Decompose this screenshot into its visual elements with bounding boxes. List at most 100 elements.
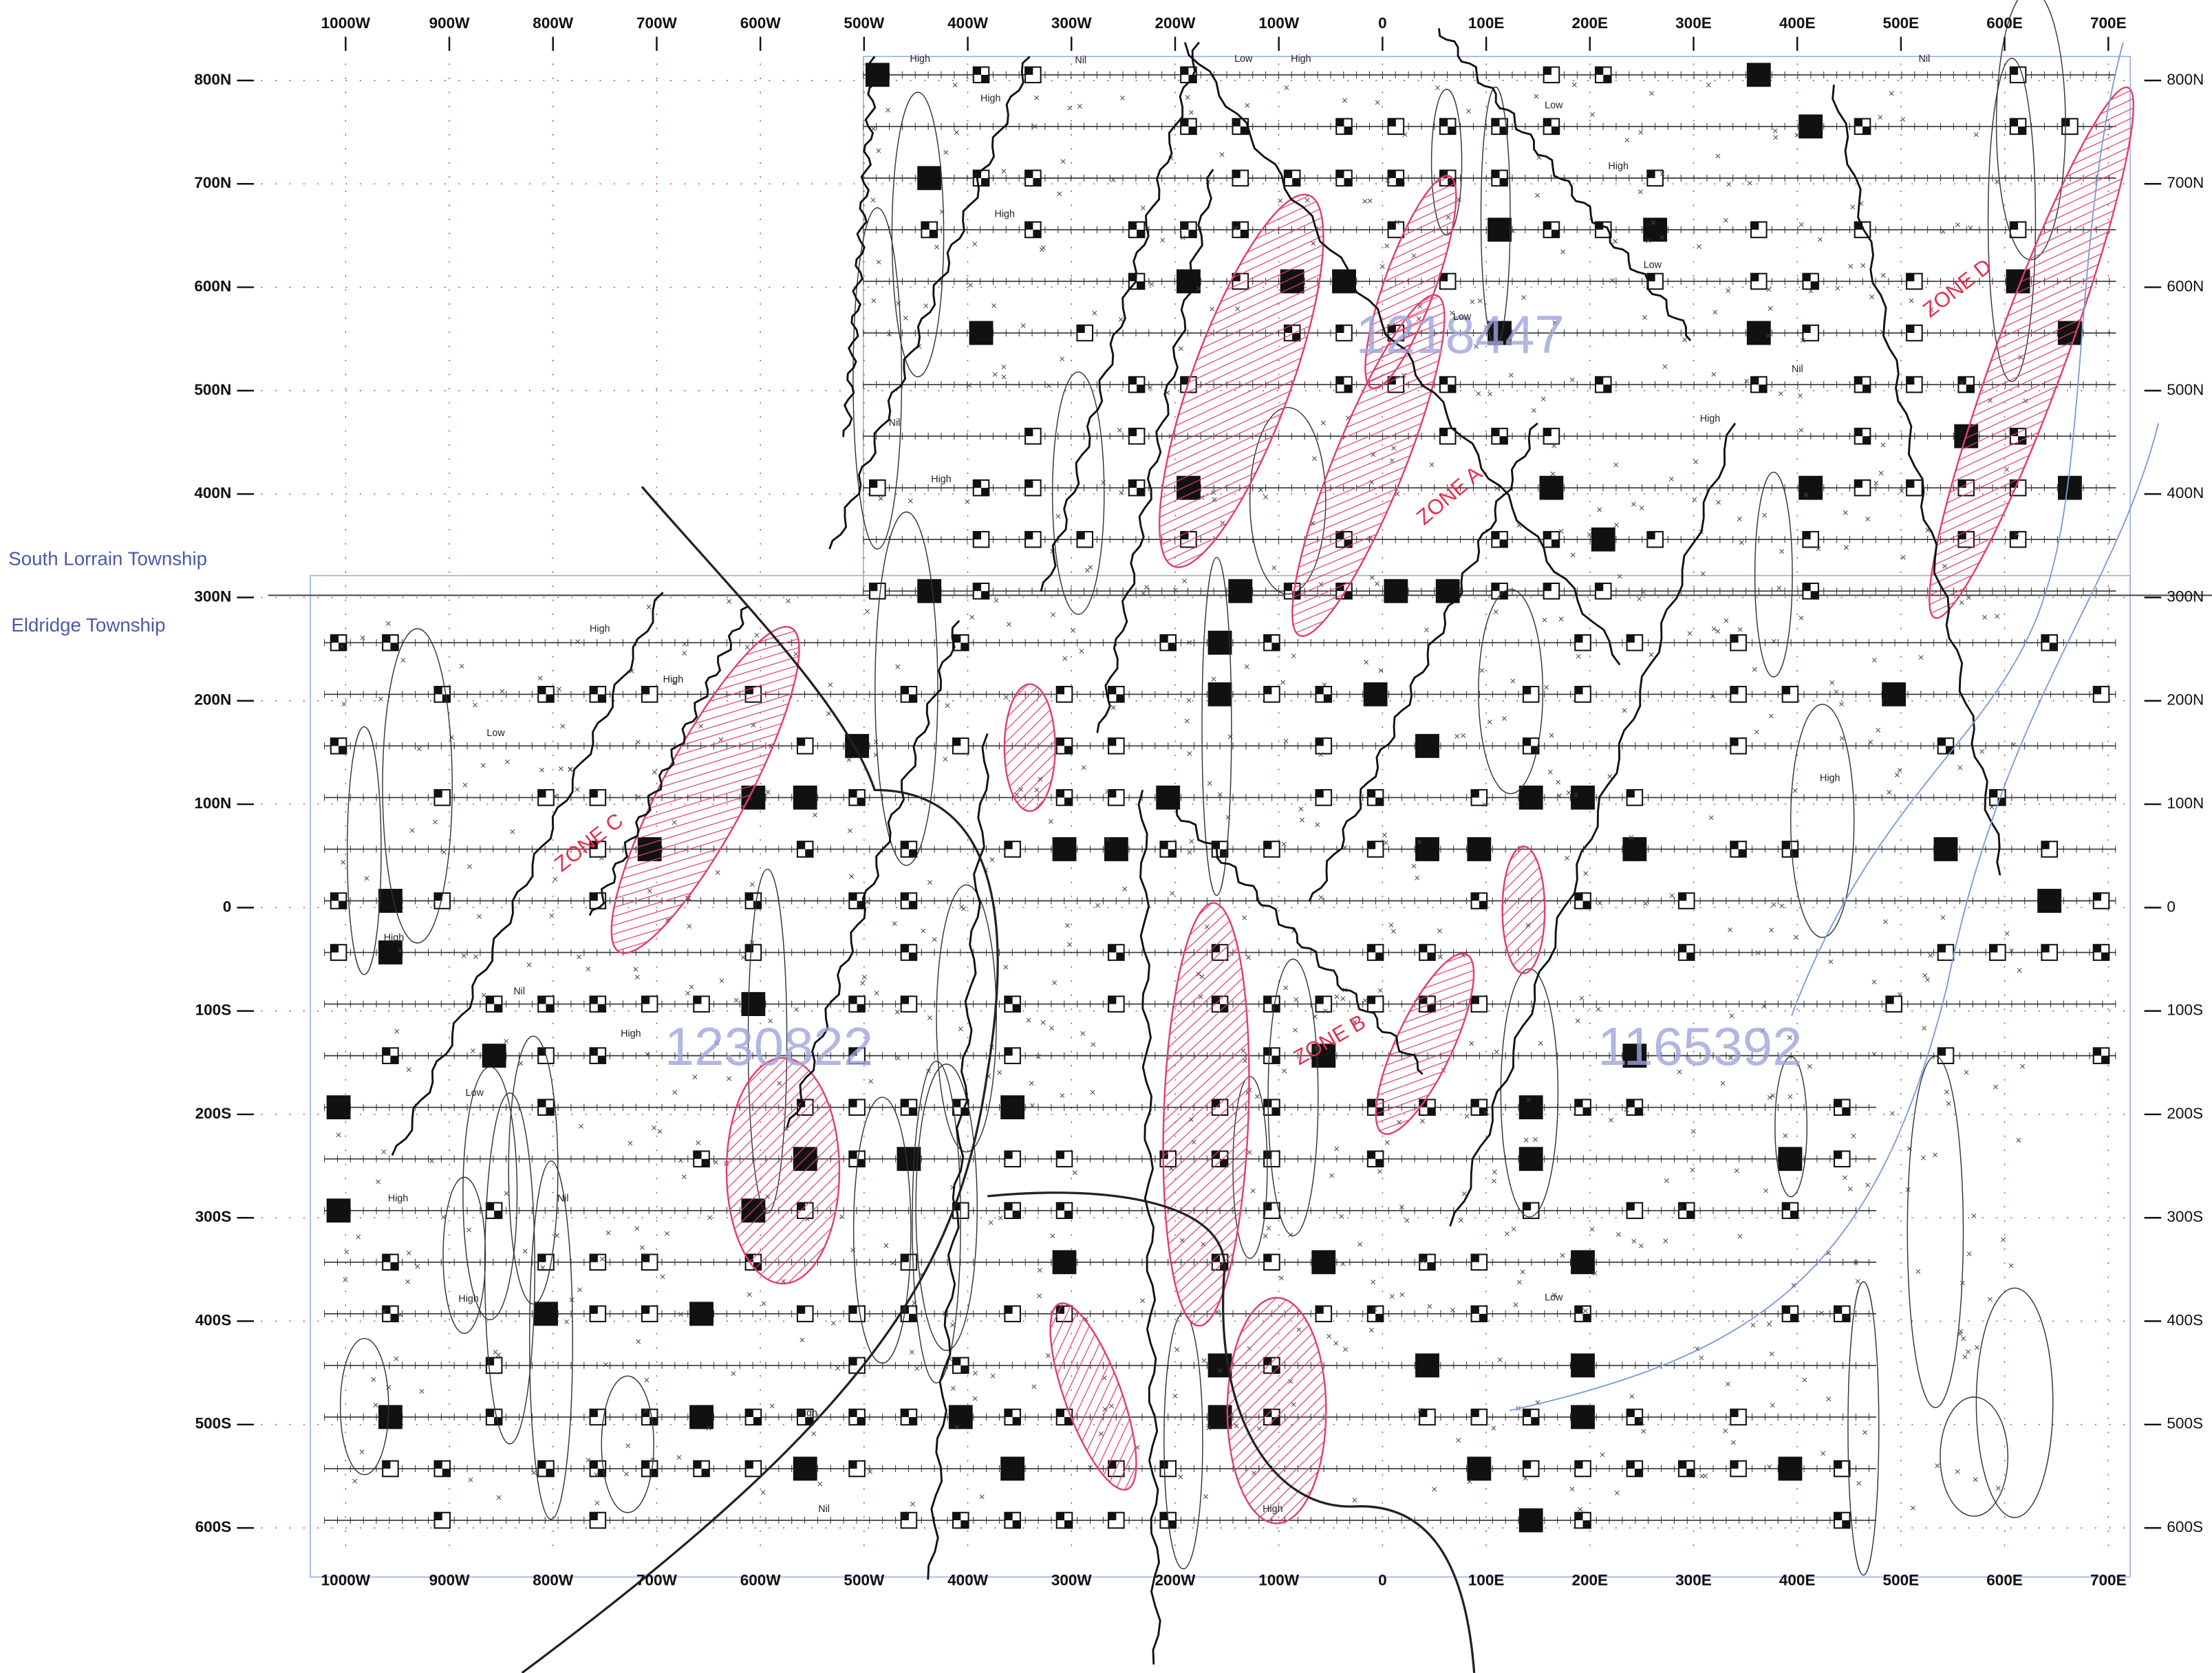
station-quadrant bbox=[1064, 1520, 1072, 1528]
cross-symbol bbox=[1093, 311, 1097, 315]
station-quadrant bbox=[1500, 539, 1507, 547]
station-quadrant bbox=[1233, 222, 1241, 230]
cross-symbol bbox=[1284, 986, 1288, 990]
station-quadrant bbox=[649, 1417, 657, 1425]
cross-symbol bbox=[1173, 588, 1177, 592]
station-marker bbox=[1053, 838, 1076, 861]
station-quadrant bbox=[1842, 1520, 1849, 1528]
station-quadrant bbox=[909, 1314, 916, 1321]
cross-symbol bbox=[1799, 222, 1803, 226]
station-quadrant bbox=[981, 178, 989, 186]
cross-symbol bbox=[1829, 960, 1833, 964]
cross-symbol bbox=[1614, 523, 1618, 527]
station-quadrant bbox=[753, 900, 761, 908]
station-quadrant bbox=[2101, 953, 2109, 960]
cross-symbol bbox=[1385, 244, 1389, 248]
cross-symbol bbox=[1818, 237, 1822, 241]
station-quadrant bbox=[642, 687, 649, 694]
station-quadrant bbox=[960, 1366, 968, 1373]
station-quadrant bbox=[1647, 171, 1655, 178]
station-quadrant bbox=[486, 1202, 494, 1210]
cross-symbol bbox=[892, 922, 896, 926]
station-marker bbox=[1468, 838, 1490, 861]
station-quadrant bbox=[1077, 325, 1084, 333]
station-quadrant bbox=[339, 746, 346, 753]
station-quadrant bbox=[2041, 635, 2049, 643]
cross-symbol bbox=[1996, 1486, 2000, 1490]
cross-symbol bbox=[1334, 1341, 1338, 1346]
station-quadrant bbox=[1344, 385, 1352, 392]
cross-symbol bbox=[1060, 357, 1064, 361]
station-quadrant bbox=[909, 953, 916, 960]
station-quadrant bbox=[1057, 1513, 1064, 1520]
cross-symbol bbox=[1141, 206, 1145, 210]
station-quadrant bbox=[1544, 532, 1551, 539]
station-quadrant bbox=[1188, 230, 1196, 237]
cross-symbol bbox=[407, 1251, 411, 1255]
cross-symbol bbox=[365, 876, 369, 881]
station-quadrant bbox=[1479, 900, 1487, 908]
cross-symbol bbox=[1738, 627, 1742, 632]
cross-symbol bbox=[1973, 1478, 1977, 1482]
station-marker bbox=[1592, 528, 1615, 551]
cross-symbol bbox=[1465, 1114, 1469, 1119]
cross-symbol bbox=[1494, 609, 1498, 614]
station-marker bbox=[327, 1096, 350, 1119]
station-quadrant bbox=[1834, 1461, 1842, 1469]
station-quadrant bbox=[1375, 797, 1383, 805]
station-quadrant bbox=[1583, 1520, 1591, 1528]
cross-symbol bbox=[1073, 1171, 1077, 1175]
cross-symbol bbox=[1901, 555, 1905, 559]
station-quadrant bbox=[1344, 127, 1352, 134]
cross-symbol bbox=[523, 1249, 527, 1253]
cross-symbol bbox=[689, 984, 694, 989]
cross-symbol bbox=[741, 956, 745, 960]
cross-symbol bbox=[1598, 508, 1602, 512]
cross-symbol bbox=[879, 497, 883, 501]
station-marker bbox=[1209, 632, 1232, 654]
station-quadrant bbox=[1233, 171, 1241, 178]
station-marker bbox=[1571, 1354, 1594, 1377]
cross-symbol bbox=[890, 1261, 894, 1265]
station-quadrant bbox=[1803, 532, 1810, 539]
station-quadrant bbox=[901, 841, 909, 849]
cross-symbol bbox=[1769, 928, 1773, 932]
station-marker bbox=[379, 889, 402, 912]
cross-symbol bbox=[1340, 1214, 1344, 1218]
station-quadrant bbox=[1057, 790, 1064, 797]
cross-symbol bbox=[932, 938, 936, 942]
station-quadrant bbox=[909, 1417, 916, 1425]
station-quadrant bbox=[857, 797, 865, 805]
cross-symbol bbox=[540, 768, 544, 772]
station-quadrant bbox=[590, 1410, 598, 1417]
cross-symbol bbox=[991, 1374, 995, 1378]
cross-symbol bbox=[927, 1015, 932, 1019]
station-quadrant bbox=[1751, 222, 1759, 230]
cross-symbol bbox=[910, 1350, 914, 1354]
station-marker bbox=[1748, 63, 1770, 86]
station-quadrant bbox=[1264, 1255, 1271, 1262]
cross-symbol bbox=[1389, 923, 1393, 927]
station-marker bbox=[1520, 1096, 1543, 1119]
station-quadrant bbox=[849, 1306, 857, 1314]
cross-symbol bbox=[1887, 790, 1891, 795]
cross-symbol bbox=[345, 1250, 349, 1254]
station-quadrant bbox=[1181, 67, 1188, 75]
cross-symbol bbox=[1267, 1226, 1271, 1230]
cross-symbol bbox=[818, 1482, 822, 1486]
station-quadrant bbox=[1679, 1461, 1686, 1469]
station-quadrant bbox=[1057, 687, 1064, 694]
cross-symbol bbox=[973, 1371, 977, 1375]
station-quadrant bbox=[1264, 1048, 1271, 1055]
cross-symbol bbox=[1958, 766, 1962, 770]
cross-symbol bbox=[1424, 627, 1428, 632]
cross-symbol bbox=[1212, 677, 1216, 681]
cross-symbol bbox=[1437, 929, 1441, 933]
station-quadrant bbox=[870, 583, 877, 591]
cross-symbol bbox=[1567, 790, 1571, 795]
cross-symbol bbox=[636, 740, 640, 744]
cross-symbol bbox=[1576, 1019, 1580, 1023]
cross-symbol bbox=[504, 1191, 508, 1196]
station-quadrant bbox=[849, 1151, 857, 1158]
cross-symbol bbox=[1364, 660, 1368, 665]
